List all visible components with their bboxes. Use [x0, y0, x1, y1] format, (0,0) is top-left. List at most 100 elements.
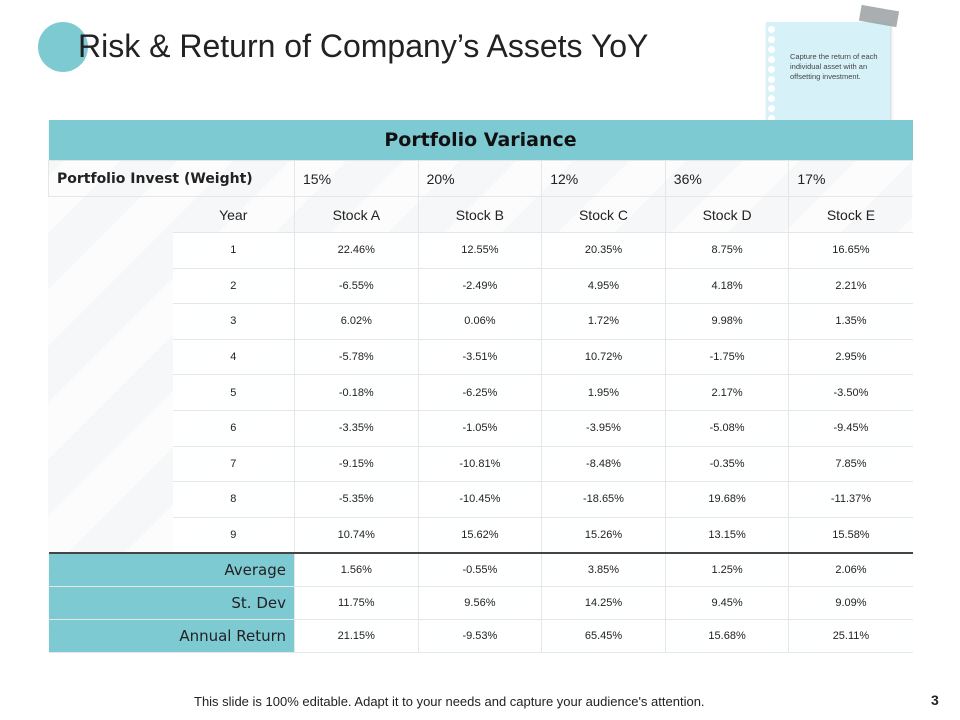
value-cell: 2.21%	[788, 268, 913, 305]
value-cell: -3.95%	[541, 410, 666, 447]
summary-value-cell: 1.56%	[294, 552, 419, 588]
summary-value-cell: -0.55%	[417, 552, 542, 588]
value-cell: 13.15%	[664, 517, 789, 554]
summary-value-cell: 9.56%	[417, 586, 542, 621]
value-cell: 10.72%	[541, 339, 666, 376]
value-cell: 4.95%	[541, 268, 666, 305]
value-cell: -6.55%	[294, 268, 419, 305]
summary-value-cell: 9.45%	[664, 586, 789, 621]
weight-cell: 12%	[541, 160, 666, 197]
stock-header: Stock E	[788, 196, 913, 233]
value-cell: -5.08%	[664, 410, 789, 447]
table-row: 2 -6.55% -2.49% 4.95% 4.18% 2.21%	[49, 268, 913, 305]
table-row: 1 22.46% 12.55% 20.35% 8.75% 16.65%	[49, 232, 913, 269]
title-decoration-circle	[38, 22, 88, 72]
blank-cell	[49, 268, 173, 304]
value-cell: -5.78%	[294, 339, 419, 376]
stock-header: Stock C	[541, 196, 666, 233]
year-cell: 6	[172, 410, 295, 447]
summary-value-cell: 1.25%	[664, 552, 789, 588]
table-row: 9 10.74% 15.62% 15.26% 13.15% 15.58%	[49, 517, 913, 554]
value-cell: 19.68%	[664, 481, 789, 518]
blank-cell	[49, 482, 173, 518]
summary-value-cell: 21.15%	[294, 619, 419, 654]
value-cell: 10.74%	[294, 517, 419, 554]
value-cell: -3.35%	[294, 410, 419, 447]
blank-cell	[49, 446, 173, 482]
blank-cell	[49, 304, 173, 340]
value-cell: 7.85%	[788, 446, 913, 483]
page-title: Risk & Return of Company’s Assets YoY	[78, 28, 649, 64]
stock-header: Stock D	[664, 196, 789, 233]
value-cell: -0.35%	[664, 446, 789, 483]
weight-cell: 17%	[788, 160, 913, 197]
value-cell: -3.50%	[788, 374, 913, 411]
stock-header: Stock A	[294, 196, 419, 233]
value-cell: 12.55%	[417, 232, 542, 269]
portfolio-variance-table-container: Portfolio Variance Portfolio Invest (Wei…	[48, 120, 913, 654]
table-row: 5 -0.18% -6.25% 1.95% 2.17% -3.50%	[49, 374, 913, 411]
weights-row: Portfolio Invest (Weight) 15% 20% 12% 36…	[48, 160, 913, 197]
year-cell: 9	[172, 517, 295, 554]
year-cell: 7	[172, 446, 295, 483]
summary-value-cell: 2.06%	[788, 552, 913, 588]
value-cell: 2.17%	[664, 374, 789, 411]
year-header: Year	[172, 196, 295, 233]
table-title: Portfolio Variance	[48, 120, 913, 161]
stock-header: Stock B	[417, 196, 542, 233]
summary-value-cell: -9.53%	[417, 619, 542, 654]
summary-row: Average 1.56% -0.55% 3.85% 1.25% 2.06%	[48, 552, 913, 588]
year-cell: 8	[172, 481, 295, 518]
value-cell: 20.35%	[541, 232, 666, 269]
value-cell: 16.65%	[788, 232, 913, 269]
value-cell: 15.62%	[417, 517, 542, 554]
blank-cell	[49, 410, 173, 446]
table-row: 4 -5.78% -3.51% 10.72% -1.75% 2.95%	[49, 339, 913, 376]
value-cell: 22.46%	[294, 232, 419, 269]
value-cell: 6.02%	[294, 303, 419, 340]
value-cell: 9.98%	[664, 303, 789, 340]
value-cell: 15.26%	[541, 517, 666, 554]
value-cell: -9.15%	[294, 446, 419, 483]
value-cell: 1.95%	[541, 374, 666, 411]
value-cell: 15.58%	[788, 517, 913, 554]
value-cell: -1.75%	[664, 339, 789, 376]
summary-label: Average	[48, 552, 295, 588]
summary-label: St. Dev	[48, 586, 295, 621]
value-cell: 4.18%	[664, 268, 789, 305]
year-cell: 4	[172, 339, 295, 376]
value-cell: -6.25%	[417, 374, 542, 411]
year-cell: 5	[172, 374, 295, 411]
table-row: 3 6.02% 0.06% 1.72% 9.98% 1.35%	[49, 303, 913, 340]
portfolio-variance-table: Portfolio Variance Portfolio Invest (Wei…	[48, 120, 913, 654]
table-row: 6 -3.35% -1.05% -3.95% -5.08% -9.45%	[49, 410, 913, 447]
summary-value-cell: 25.11%	[788, 619, 913, 654]
summary-value-cell: 9.09%	[788, 586, 913, 621]
column-header-row: Year Stock A Stock B Stock C Stock D Sto…	[49, 196, 913, 233]
value-cell: -3.51%	[417, 339, 542, 376]
value-cell: 8.75%	[664, 232, 789, 269]
table-row: 8 -5.35% -10.45% -18.65% 19.68% -11.37%	[49, 481, 913, 518]
weight-cell: 20%	[417, 160, 542, 197]
weight-cell: 15%	[294, 160, 419, 197]
summary-value-cell: 14.25%	[541, 586, 666, 621]
value-cell: -5.35%	[294, 481, 419, 518]
value-cell: -2.49%	[417, 268, 542, 305]
value-cell: -10.81%	[417, 446, 542, 483]
value-cell: -10.45%	[417, 481, 542, 518]
blank-cell	[49, 517, 173, 553]
summary-value-cell: 3.85%	[541, 552, 666, 588]
weights-label: Portfolio Invest (Weight)	[48, 160, 295, 197]
value-cell: -11.37%	[788, 481, 913, 518]
value-cell: 1.72%	[541, 303, 666, 340]
summary-row: Annual Return 21.15% -9.53% 65.45% 15.68% 25.…	[48, 619, 913, 654]
blank-cell	[49, 233, 173, 269]
value-cell: 1.35%	[788, 303, 913, 340]
year-cell: 3	[172, 303, 295, 340]
summary-value-cell: 11.75%	[294, 586, 419, 621]
value-cell: -18.65%	[541, 481, 666, 518]
value-cell: 0.06%	[417, 303, 542, 340]
table-header-row: Portfolio Variance	[48, 120, 913, 161]
summary-row: St. Dev 11.75% 9.56% 14.25% 9.45% 9.09%	[48, 586, 913, 621]
blank-cell	[49, 375, 173, 411]
